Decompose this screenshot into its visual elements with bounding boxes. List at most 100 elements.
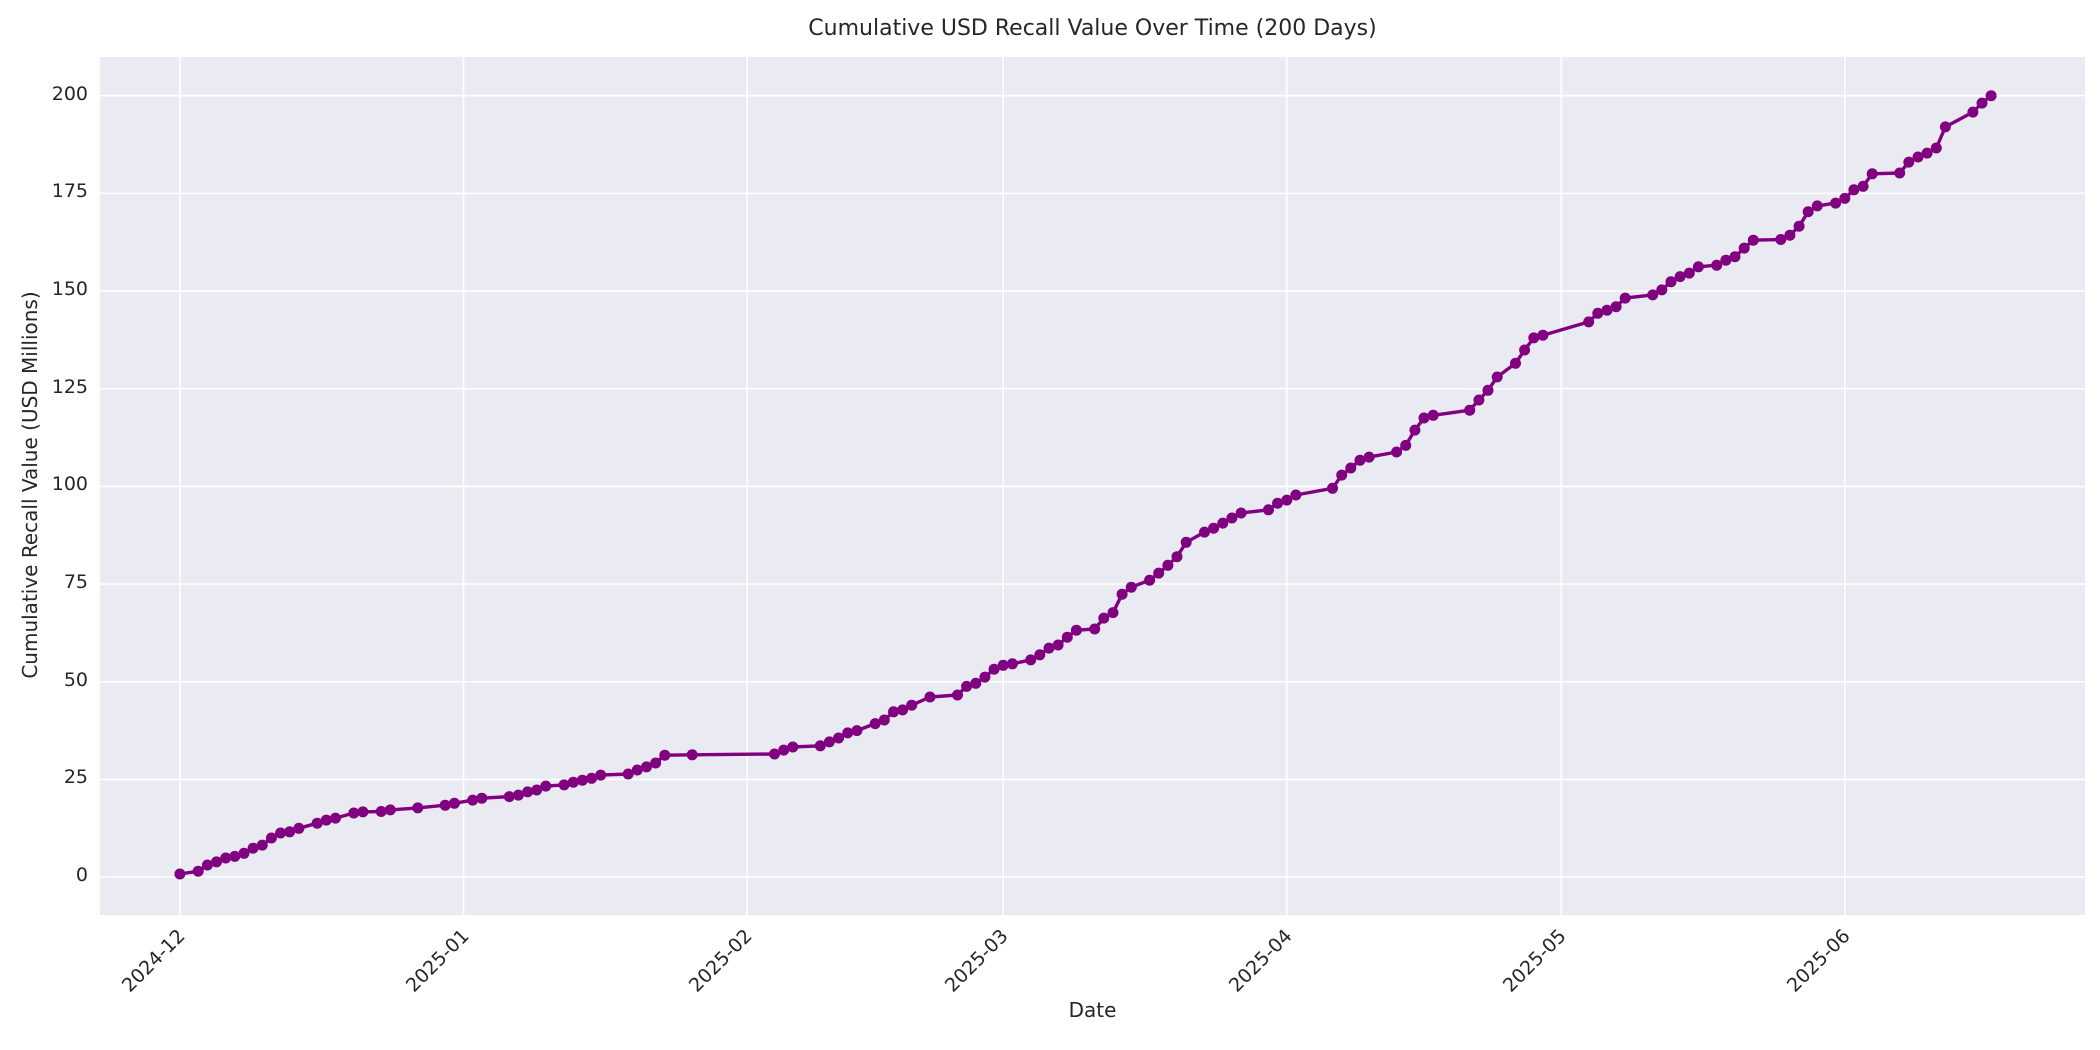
y-tick-label-125: 125 (51, 375, 88, 398)
data-point-marker (1592, 307, 1604, 319)
data-point-marker (311, 817, 323, 829)
y-tick-label-200: 200 (51, 82, 88, 105)
data-point-marker (1290, 489, 1302, 501)
data-point-marker (1656, 284, 1668, 296)
data-point-marker (1052, 639, 1064, 651)
data-point-marker (1208, 522, 1220, 534)
data-point-marker (1409, 424, 1421, 436)
data-point-marker (1217, 517, 1229, 529)
data-point-marker (1354, 454, 1366, 466)
data-point-marker (1903, 156, 1915, 168)
data-point-marker (823, 736, 835, 748)
data-point-marker (769, 748, 780, 760)
data-point-marker (247, 842, 259, 854)
data-point-marker (357, 806, 369, 818)
data-point-marker (1043, 642, 1055, 654)
data-point-marker (988, 663, 1000, 675)
data-point-marker (1153, 567, 1165, 579)
data-point-marker (1967, 106, 1979, 118)
data-point-marker (1738, 242, 1750, 254)
data-point-marker (1537, 329, 1549, 341)
data-point-marker (1784, 229, 1796, 241)
data-point-marker (1061, 631, 1073, 643)
data-point-marker (192, 865, 204, 877)
data-point-marker (1601, 304, 1613, 316)
data-point-marker (467, 794, 479, 806)
data-point-marker (1830, 197, 1842, 209)
chart-title: Cumulative USD Recall Value Over Time (2… (808, 16, 1377, 41)
data-point-marker (1162, 559, 1174, 571)
data-point-marker (1848, 184, 1860, 196)
data-point-marker (1263, 504, 1274, 516)
data-point-marker (558, 779, 570, 791)
data-point-marker (1125, 581, 1137, 593)
data-point-marker (1793, 220, 1805, 232)
data-point-marker (1510, 357, 1521, 369)
data-point-marker (238, 847, 250, 859)
data-point-marker (961, 680, 973, 692)
data-point-marker (1894, 167, 1906, 179)
data-point-marker (275, 827, 287, 839)
data-point-marker (1619, 292, 1631, 304)
data-point-marker (1839, 192, 1851, 204)
data-point-marker (586, 772, 598, 784)
data-point-marker (1692, 261, 1704, 273)
data-point-marker (330, 812, 341, 824)
data-point-marker (833, 732, 845, 744)
data-point-marker (1116, 588, 1128, 600)
data-point-marker (924, 691, 936, 703)
data-point-marker (1025, 654, 1037, 666)
data-point-marker (439, 799, 451, 811)
data-point-marker (1610, 301, 1622, 313)
data-point-marker (1775, 234, 1787, 245)
data-point-marker (503, 791, 515, 803)
data-point-marker (1089, 623, 1101, 635)
data-point-marker (448, 797, 460, 809)
data-point-marker (659, 749, 671, 761)
data-point-marker (384, 804, 396, 816)
y-tick-label-150: 150 (51, 278, 88, 301)
data-point-marker (1235, 507, 1247, 519)
data-point-marker (1418, 412, 1430, 424)
data-point-marker (1482, 384, 1494, 396)
data-point-marker (1491, 371, 1503, 383)
data-point-marker (1464, 404, 1476, 416)
data-point-marker (412, 802, 424, 814)
data-point-marker (1729, 251, 1741, 263)
data-point-marker (888, 706, 899, 718)
data-point-marker (174, 868, 186, 880)
data-point-marker (1180, 536, 1192, 548)
data-point-marker (650, 757, 662, 769)
data-point-marker (1811, 200, 1823, 212)
data-point-marker (686, 749, 698, 761)
data-point-marker (1098, 612, 1110, 624)
data-point-marker (1272, 497, 1284, 509)
data-point-marker (320, 814, 332, 826)
data-point-marker (851, 725, 863, 737)
data-point-marker (1473, 394, 1485, 406)
data-point-marker (220, 852, 232, 864)
data-point-marker (1363, 451, 1375, 463)
data-point-marker (1802, 206, 1814, 218)
data-point-marker (622, 768, 634, 780)
data-point-marker (1345, 462, 1357, 474)
data-point-marker (1171, 551, 1183, 563)
data-point-marker (1939, 121, 1951, 133)
data-point-marker (522, 786, 534, 798)
data-point-marker (1912, 151, 1924, 163)
data-point-marker (787, 741, 799, 753)
data-point-marker (211, 856, 222, 868)
data-point-marker (1327, 482, 1338, 494)
data-point-marker (540, 780, 552, 792)
data-point-marker (265, 832, 277, 844)
data-point-marker (476, 792, 488, 804)
data-point-marker (1711, 259, 1723, 271)
data-point-marker (1427, 409, 1439, 421)
data-point-marker (1930, 142, 1942, 154)
data-point-marker (1006, 658, 1018, 670)
data-point-marker (256, 839, 268, 851)
data-point-marker (348, 807, 360, 819)
data-point-marker (1857, 180, 1869, 192)
data-point-marker (997, 659, 1009, 671)
